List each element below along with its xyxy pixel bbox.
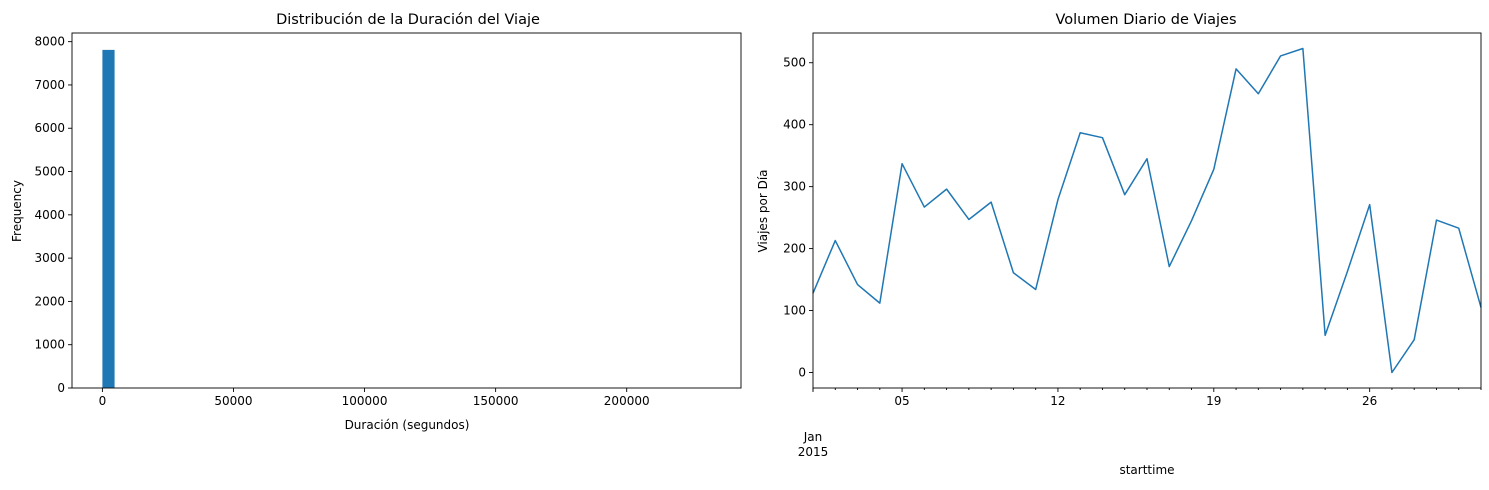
chart2-series-line (812, 47, 1482, 374)
y-tick-label: 0 (57, 381, 65, 395)
y-tick-label: 200 (783, 242, 806, 256)
daily-volume-line-chart: Volumen Diario de Viajes 05 12 19 26 0 100 20… (756, 12, 1482, 477)
x-tick-label: 19 (1206, 394, 1221, 408)
chart2-title: Volumen Diario de Viajes (1055, 12, 1236, 28)
y-tick-label: 7000 (34, 78, 65, 92)
chart1-plot-frame (71, 32, 742, 389)
x-tick-label: 200000 (604, 394, 650, 408)
chart2-plot-frame (812, 32, 1482, 389)
chart1-y-axis-label: Frequency (10, 180, 24, 242)
chart1-title: Distribución de la Duración del Viaje (276, 12, 540, 28)
y-tick-label: 1000 (34, 338, 65, 352)
x-tick-label: 05 (894, 394, 909, 408)
x-tick-label: 26 (1362, 394, 1377, 408)
chart2-x-secondary-month: Jan (803, 430, 823, 444)
x-tick-label: 50000 (214, 394, 252, 408)
chart1-x-ticks: 0 50000 100000 150000 200000 (99, 388, 650, 408)
y-tick-label: 3000 (34, 251, 65, 265)
y-tick-label: 5000 (34, 165, 65, 179)
chart2-y-ticks: 0 100 200 300 400 500 (783, 56, 813, 380)
chart2-x-axis-label: starttime (1119, 463, 1174, 477)
x-tick-label: 12 (1050, 394, 1065, 408)
y-tick-label: 500 (783, 56, 806, 70)
y-tick-label: 8000 (34, 35, 65, 49)
histogram-bar (102, 49, 115, 388)
y-tick-label: 300 (783, 180, 806, 194)
chart2-x-ticks: 05 12 19 26 (812, 388, 1482, 408)
y-tick-label: 2000 (34, 294, 65, 308)
chart1-bars (102, 49, 115, 388)
x-tick-label: 150000 (473, 394, 519, 408)
chart1-x-axis-label: Duración (segundos) (345, 418, 470, 432)
chart2-y-axis-label: Viajes por Día (756, 169, 770, 252)
y-tick-label: 400 (783, 118, 806, 132)
chart1-y-ticks: 0 1000 2000 3000 4000 5000 6000 7000 8000 (34, 35, 72, 395)
y-tick-label: 4000 (34, 208, 65, 222)
y-tick-label: 6000 (34, 121, 65, 135)
x-tick-label: 0 (99, 394, 107, 408)
duration-histogram-chart: Distribución de la Duración del Viaje 0 5… (10, 12, 742, 432)
y-tick-label: 0 (798, 366, 806, 380)
x-tick-label: 100000 (342, 394, 388, 408)
y-tick-label: 100 (783, 304, 806, 318)
chart2-x-secondary-year: 2015 (798, 445, 829, 459)
